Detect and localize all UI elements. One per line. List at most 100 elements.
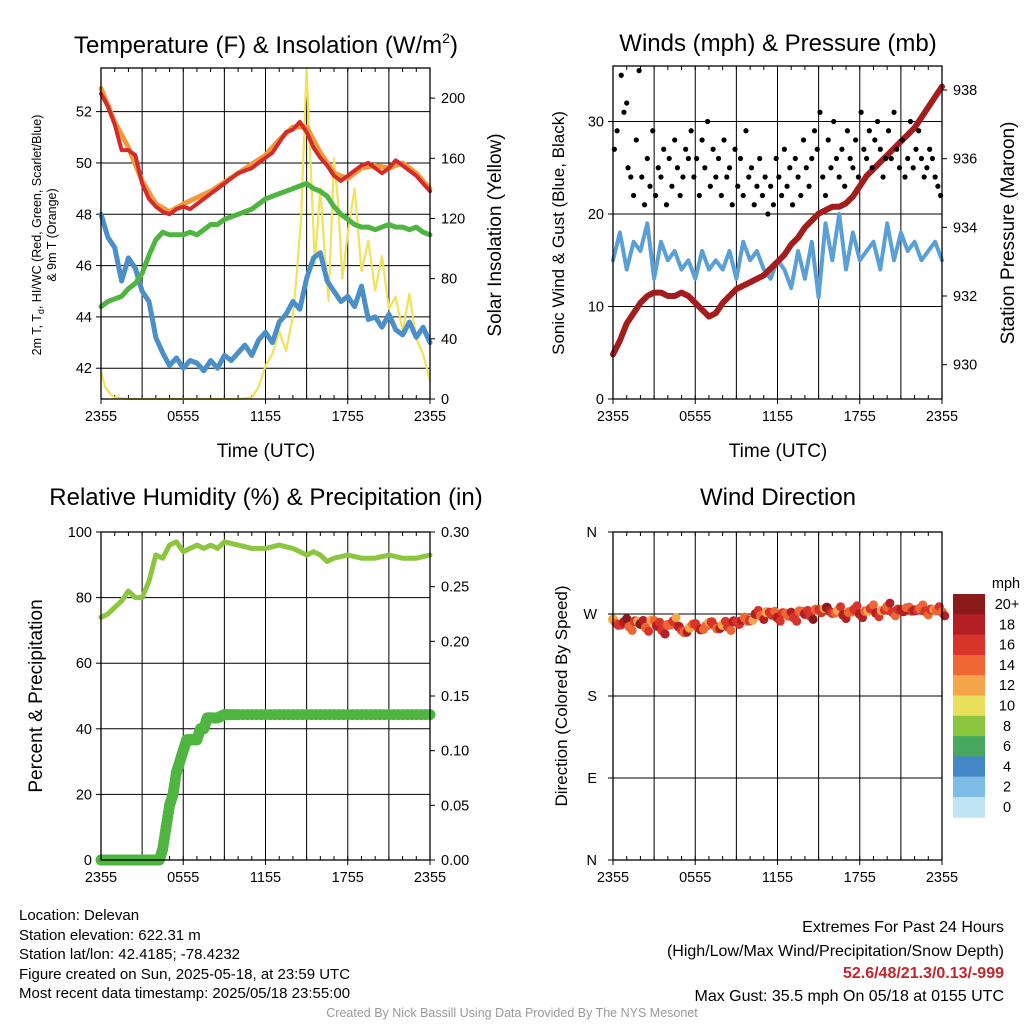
gust-point	[839, 146, 845, 152]
temp-y2-tick-label: 120	[441, 211, 465, 227]
elevation-text: Station elevation: 622.31 m	[19, 926, 201, 944]
winds-x-tick-label: 2355	[597, 409, 629, 425]
gust-point	[759, 192, 766, 199]
temp-x-tick-label: 0555	[167, 409, 199, 425]
wdir-title: Wind Direction	[700, 484, 856, 511]
gust-point	[814, 146, 820, 152]
location-text: Location: Delevan	[19, 907, 140, 924]
gust-point	[614, 128, 620, 134]
created-text: Figure created on Sun, 2025-05-18, at 23…	[19, 965, 351, 983]
gust-point	[929, 155, 936, 162]
colorbar-label: 0	[1003, 800, 1011, 816]
temp-y2-tick-label: 80	[441, 272, 457, 288]
gust-point	[650, 128, 656, 134]
gust-point	[737, 155, 744, 162]
temp-title-close: )	[450, 32, 458, 59]
winds-y2-tick-label: 930	[953, 358, 977, 374]
gust-point	[822, 192, 829, 199]
colorbar-swatch	[953, 614, 985, 636]
gust-point	[644, 155, 650, 162]
gust-point	[768, 183, 774, 189]
direction-point	[660, 629, 670, 639]
winds-x-tick-label: 1155	[762, 409, 793, 425]
temp-ylabel-sub: d	[36, 309, 46, 314]
gust-point	[713, 174, 719, 180]
colorbar-label: 10	[999, 699, 1015, 715]
gust-point	[721, 137, 727, 143]
rh-y2-tick-label: 0.30	[441, 525, 469, 541]
colorbar-swatch	[953, 756, 985, 778]
direction-point	[622, 614, 632, 624]
rh-y-tick-label: 40	[76, 722, 92, 738]
direction-point	[655, 617, 665, 627]
gust-point	[618, 72, 624, 78]
gust-point	[833, 155, 840, 162]
dewpoint-line	[98, 181, 433, 310]
gust-point	[663, 202, 670, 208]
gust-point	[932, 174, 938, 180]
colorbar-label: 12	[999, 678, 1015, 694]
direction-point	[868, 600, 878, 610]
gust-point	[817, 109, 823, 115]
winds-x-tick-label: 2355	[926, 409, 958, 425]
gust-point	[707, 183, 713, 189]
wdir-x-tick-label: 1755	[844, 870, 876, 886]
gust-point	[743, 128, 749, 134]
winds-x-tick-label: 0555	[679, 409, 711, 425]
gust-point	[885, 128, 892, 134]
gust-point	[672, 137, 678, 143]
temp-x-tick-label: 1755	[332, 409, 364, 425]
gust-point	[762, 174, 768, 180]
rh-x-tick-label: 0555	[167, 870, 199, 886]
gust-point	[913, 146, 919, 152]
temp-y-tick-label: 42	[76, 361, 92, 377]
rh-x-tick-label: 2355	[85, 870, 117, 886]
gust-point	[702, 165, 708, 171]
temp-title-sup: 2	[442, 30, 450, 46]
rh-y-tick-label: 80	[76, 591, 92, 607]
wdir-x-tick-label: 1155	[762, 870, 793, 886]
gust-point	[624, 100, 630, 106]
gust-point	[916, 128, 922, 134]
gust-point	[809, 155, 815, 162]
gust-point	[674, 165, 681, 171]
gust-point	[874, 118, 881, 125]
colorbar-swatch	[953, 736, 985, 757]
direction-point	[638, 615, 648, 625]
winds-y2-tick-label: 934	[953, 220, 977, 236]
gust-point	[633, 137, 639, 143]
direction-point	[885, 598, 895, 608]
temp-2m-line	[99, 91, 432, 217]
gust-point	[899, 137, 905, 143]
gust-point	[905, 155, 911, 162]
gust-point	[847, 155, 853, 162]
wdir-frame	[612, 531, 943, 861]
gust-point	[683, 146, 689, 152]
wdir-y-tick-label: S	[587, 689, 597, 705]
gust-point	[902, 174, 908, 180]
direction-point	[792, 616, 802, 626]
gust-point	[661, 146, 667, 152]
gust-point	[787, 165, 793, 171]
winds-y2-tick-label: 938	[953, 83, 977, 99]
temp-y2-tick-label: 40	[441, 332, 457, 348]
gust-point	[861, 146, 867, 152]
temp-y2label: Solar Insolation (Yellow)	[485, 133, 506, 336]
extremes-subtitle: (High/Low/Max Wind/Precipitation/Snow De…	[666, 942, 1004, 960]
rh-y-tick-label: 20	[76, 787, 92, 803]
gust-point	[907, 118, 914, 125]
temp-y-tick-label: 46	[76, 259, 92, 275]
gust-point	[630, 192, 637, 199]
rh-x-tick-label: 1155	[250, 870, 281, 886]
gust-point	[658, 174, 664, 180]
temp-y-tick-label: 44	[76, 310, 92, 326]
gust-point	[866, 128, 872, 134]
gust-point	[781, 146, 787, 152]
gust-point	[699, 137, 705, 143]
gust-point	[776, 174, 782, 180]
gust-point	[732, 146, 738, 152]
gust-point	[773, 155, 779, 162]
direction-point	[726, 625, 736, 635]
gust-point	[666, 155, 672, 162]
